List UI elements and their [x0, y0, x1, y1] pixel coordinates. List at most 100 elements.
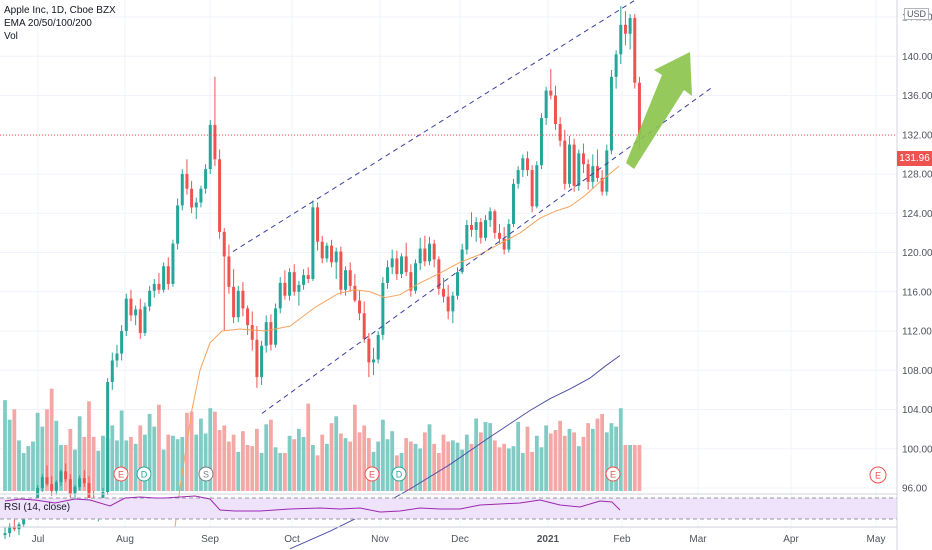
- price-tick-label: 104.00: [902, 405, 932, 416]
- candle-body: [567, 144, 571, 184]
- candle-body: [110, 360, 114, 383]
- candle-body: [204, 169, 208, 189]
- candle-body: [353, 285, 357, 301]
- candle-body: [404, 256, 408, 273]
- volume-bar: [250, 446, 255, 491]
- candle-body: [194, 202, 198, 208]
- volume-bar: [334, 416, 339, 491]
- ema-indicator-label[interactable]: EMA 20/50/100/200: [4, 18, 92, 29]
- candle-body: [376, 334, 380, 360]
- volume-bar: [446, 441, 451, 491]
- candle-body: [124, 298, 128, 331]
- time-tick-label: Nov: [371, 534, 389, 545]
- candle-body: [348, 270, 352, 286]
- time-tick-label: Jul: [32, 534, 45, 545]
- candle-body: [255, 339, 259, 378]
- candle-body: [339, 251, 343, 290]
- volume-bar: [366, 438, 371, 491]
- candle-body: [497, 232, 501, 239]
- volume-bar: [576, 446, 581, 491]
- candle-body: [344, 270, 348, 290]
- volume-bar: [245, 445, 250, 491]
- event-marker-label: E: [118, 470, 124, 480]
- volume-bar: [213, 411, 217, 491]
- candle-body: [423, 248, 427, 262]
- volume-bar: [96, 450, 101, 491]
- candle-body: [120, 331, 124, 354]
- candle-body: [40, 477, 44, 488]
- candle-body: [260, 345, 264, 378]
- volume-bar: [138, 425, 143, 491]
- candle-body: [446, 296, 450, 312]
- volume-bar: [152, 426, 157, 491]
- volume-bar: [199, 418, 203, 491]
- price-tick-label: 128.00: [902, 170, 932, 181]
- candle-body: [138, 309, 142, 333]
- volume-bar: [469, 443, 474, 491]
- volume-bar: [408, 441, 413, 491]
- volume-bar: [21, 453, 26, 491]
- candle-body: [488, 211, 492, 221]
- candle-body: [134, 309, 138, 316]
- candle-body: [283, 282, 287, 296]
- volume-bar: [315, 455, 320, 491]
- candle-body: [595, 166, 599, 178]
- volume-bar: [68, 428, 73, 491]
- candle-body: [381, 282, 385, 335]
- candle-body: [502, 238, 506, 250]
- price-axis[interactable]: 144.00140.00136.00132.00128.00124.00120.…: [896, 0, 932, 550]
- event-marker-E: [364, 466, 380, 482]
- event-marker-label: E: [610, 470, 616, 480]
- volume-bar: [525, 426, 530, 491]
- volume-bar: [604, 432, 609, 491]
- volume-bar: [129, 436, 133, 491]
- candle-body: [493, 211, 497, 233]
- volume-bar: [418, 448, 423, 491]
- rsi-indicator-label[interactable]: RSI (14, close): [4, 502, 71, 513]
- volume-bar: [273, 447, 278, 491]
- event-marker-label: D: [396, 470, 403, 480]
- candle-body: [311, 207, 315, 279]
- volume-bar: [544, 425, 549, 491]
- candle-body: [157, 283, 161, 290]
- candle-body: [535, 165, 539, 207]
- volume-bar: [600, 413, 605, 491]
- volume-bar: [586, 423, 591, 491]
- volume-bar: [348, 441, 353, 491]
- volume-bar: [534, 435, 539, 491]
- candle-body: [581, 153, 585, 165]
- candle-body: [274, 308, 278, 345]
- time-axis[interactable]: Jul Aug Sep Oct Nov Dec 2021 Feb Mar Apr May: [32, 534, 886, 545]
- candle-body: [54, 482, 58, 491]
- candle-body: [320, 241, 324, 259]
- volume-bar: [231, 434, 236, 491]
- volume-bar: [175, 439, 180, 491]
- candle-body: [250, 325, 254, 340]
- volume-bar: [628, 445, 633, 491]
- volume-bar: [110, 425, 115, 491]
- candle-body: [227, 256, 231, 287]
- volume-bar: [352, 404, 357, 491]
- volume-bar: [385, 439, 390, 491]
- candle-body: [605, 150, 609, 192]
- volume-bar: [59, 445, 63, 491]
- volume-indicator-label[interactable]: Vol: [4, 31, 18, 42]
- volume-bar: [324, 443, 329, 491]
- candle-body: [521, 158, 525, 171]
- volume-bar: [455, 442, 460, 491]
- volume-bar: [87, 401, 91, 491]
- volume-bar: [269, 419, 273, 491]
- volume-bar: [530, 451, 535, 491]
- volume-bar: [506, 448, 511, 491]
- volume-bar: [558, 420, 563, 491]
- candle-body: [101, 491, 105, 503]
- candle-body: [549, 90, 553, 96]
- channel-lower-anchor: [262, 135, 688, 414]
- volume-bar: [450, 440, 455, 491]
- volume-bar: [82, 436, 87, 491]
- symbol-title[interactable]: Apple Inc, 1D, Cboe BZX: [4, 5, 116, 16]
- arrow-shape: [626, 52, 692, 169]
- candle-body: [171, 243, 175, 284]
